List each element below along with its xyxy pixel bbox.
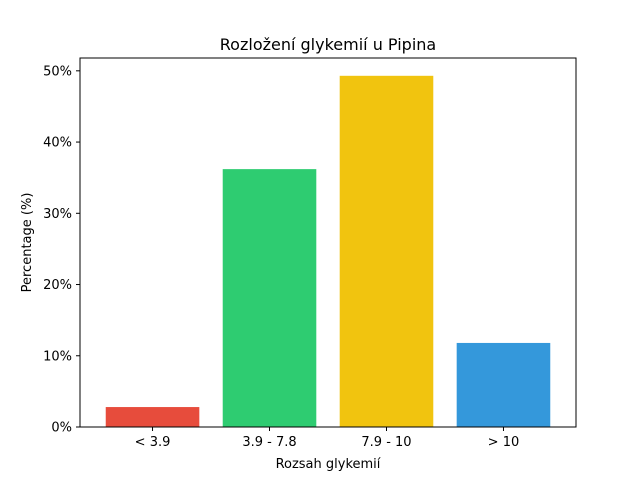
bar-3 [339, 75, 434, 427]
x-tick-label: 3.9 - 7.8 [242, 435, 296, 450]
y-axis-label: Percentage (%) [20, 193, 35, 293]
chart-title: Rozložení glykemií u Pipina [220, 35, 436, 54]
plot-frame [79, 57, 577, 428]
bars-group [105, 75, 551, 427]
y-tick-label: 40% [43, 136, 72, 151]
x-tick-label: < 3.9 [135, 435, 171, 450]
y-tick-label: 20% [43, 278, 72, 293]
bar-4 [456, 342, 551, 427]
x-tick-label: > 10 [488, 435, 520, 450]
y-tick-label: 10% [43, 349, 72, 364]
y-axis-ticks: 0% 10% 20% 30% 40% 50% [43, 64, 80, 436]
y-tick-label: 50% [43, 64, 72, 79]
y-tick-label: 0% [51, 421, 72, 436]
x-tick-label: 7.9 - 10 [361, 435, 411, 450]
bar-1 [105, 407, 200, 427]
x-axis-ticks: < 3.9 3.9 - 7.8 7.9 - 10 > 10 [135, 427, 520, 450]
y-tick-label: 30% [43, 207, 72, 222]
bar-2 [222, 169, 317, 427]
x-axis-label: Rozsah glykemií [276, 457, 381, 472]
